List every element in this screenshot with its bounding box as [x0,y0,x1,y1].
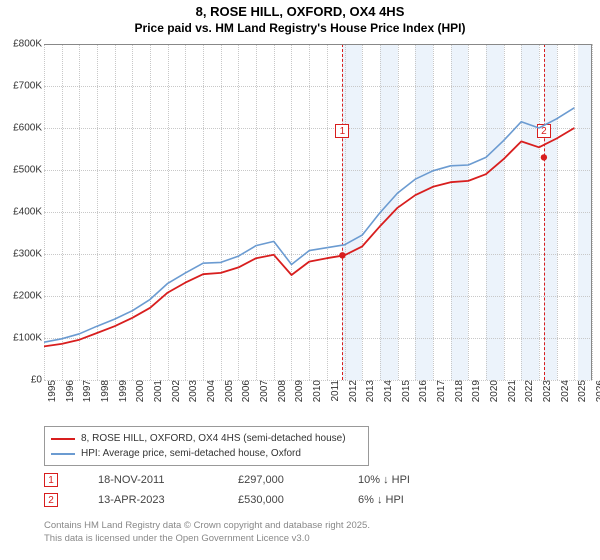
x-axis-tick-label: 2015 [401,380,412,416]
x-axis-tick-label: 2006 [241,380,252,416]
x-axis-tick-label: 2004 [206,380,217,416]
x-axis-tick-label: 2003 [188,380,199,416]
gridline-v [592,44,593,380]
x-axis-tick-label: 2014 [383,380,394,416]
chart-title-line1: 8, ROSE HILL, OXFORD, OX4 4HS [0,4,600,21]
x-axis-tick-label: 2007 [259,380,270,416]
x-axis-tick-label: 2017 [436,380,447,416]
x-axis-tick-label: 2013 [365,380,376,416]
marker-price: £297,000 [238,474,318,486]
y-axis-tick-label: £800K [0,39,42,50]
marker-num-box: 1 [44,473,58,487]
marker-date: 13-APR-2023 [98,494,198,506]
marker-num-box: 2 [44,493,58,507]
x-axis-tick-label: 1995 [47,380,58,416]
y-axis-tick-label: £100K [0,333,42,344]
chart-title-line2: Price paid vs. HM Land Registry's House … [0,21,600,37]
footer-line1: Contains HM Land Registry data © Crown c… [44,520,370,533]
legend-label-1: HPI: Average price, semi-detached house,… [81,446,301,461]
y-axis-tick-label: £0 [0,375,42,386]
x-axis-tick-label: 2002 [171,380,182,416]
x-axis-tick-label: 2000 [135,380,146,416]
legend-box: 8, ROSE HILL, OXFORD, OX4 4HS (semi-deta… [44,426,369,466]
x-axis-tick-label: 2022 [524,380,535,416]
marker-table-row: 1 18-NOV-2011 £297,000 10% ↓ HPI [44,470,564,490]
x-axis-tick-label: 2010 [312,380,323,416]
x-axis-tick-label: 2021 [507,380,518,416]
marker-price: £530,000 [238,494,318,506]
y-axis-tick-label: £600K [0,123,42,134]
x-axis-tick-label: 1997 [82,380,93,416]
y-axis-tick-label: £500K [0,165,42,176]
x-axis-tick-label: 1998 [100,380,111,416]
marker-table-row: 2 13-APR-2023 £530,000 6% ↓ HPI [44,490,564,510]
footer-attribution: Contains HM Land Registry data © Crown c… [44,520,370,546]
legend-row: 8, ROSE HILL, OXFORD, OX4 4HS (semi-deta… [51,431,362,446]
x-axis-tick-label: 2025 [577,380,588,416]
x-axis-tick-label: 2026 [595,380,600,416]
legend-swatch-0 [51,438,75,440]
x-axis-tick-label: 2016 [418,380,429,416]
plot-border [44,44,592,380]
y-axis-tick-label: £400K [0,207,42,218]
x-axis-tick-label: 2005 [224,380,235,416]
legend-label-0: 8, ROSE HILL, OXFORD, OX4 4HS (semi-deta… [81,431,346,446]
y-axis-tick-label: £200K [0,291,42,302]
x-axis-tick-label: 2024 [560,380,571,416]
footer-line2: This data is licensed under the Open Gov… [44,533,370,546]
y-axis-tick-label: £700K [0,81,42,92]
x-axis-tick-label: 1996 [65,380,76,416]
chart-container: { "title": { "line1": "8, ROSE HILL, OXF… [0,0,600,560]
x-axis-tick-label: 2001 [153,380,164,416]
x-axis-tick-label: 1999 [118,380,129,416]
x-axis-tick-label: 2019 [471,380,482,416]
legend-row: HPI: Average price, semi-detached house,… [51,446,362,461]
legend-swatch-1 [51,453,75,455]
x-axis-tick-label: 2023 [542,380,553,416]
x-axis-tick-label: 2020 [489,380,500,416]
marker-table: 1 18-NOV-2011 £297,000 10% ↓ HPI 2 13-AP… [44,470,564,510]
chart-title-block: 8, ROSE HILL, OXFORD, OX4 4HS Price paid… [0,0,600,36]
marker-delta: 6% ↓ HPI [358,494,458,506]
x-axis-tick-label: 2011 [330,380,341,416]
x-axis-tick-label: 2009 [294,380,305,416]
y-axis-tick-label: £300K [0,249,42,260]
marker-date: 18-NOV-2011 [98,474,198,486]
x-axis-tick-label: 2018 [454,380,465,416]
marker-delta: 10% ↓ HPI [358,474,458,486]
x-axis-tick-label: 2012 [348,380,359,416]
x-axis-tick-label: 2008 [277,380,288,416]
